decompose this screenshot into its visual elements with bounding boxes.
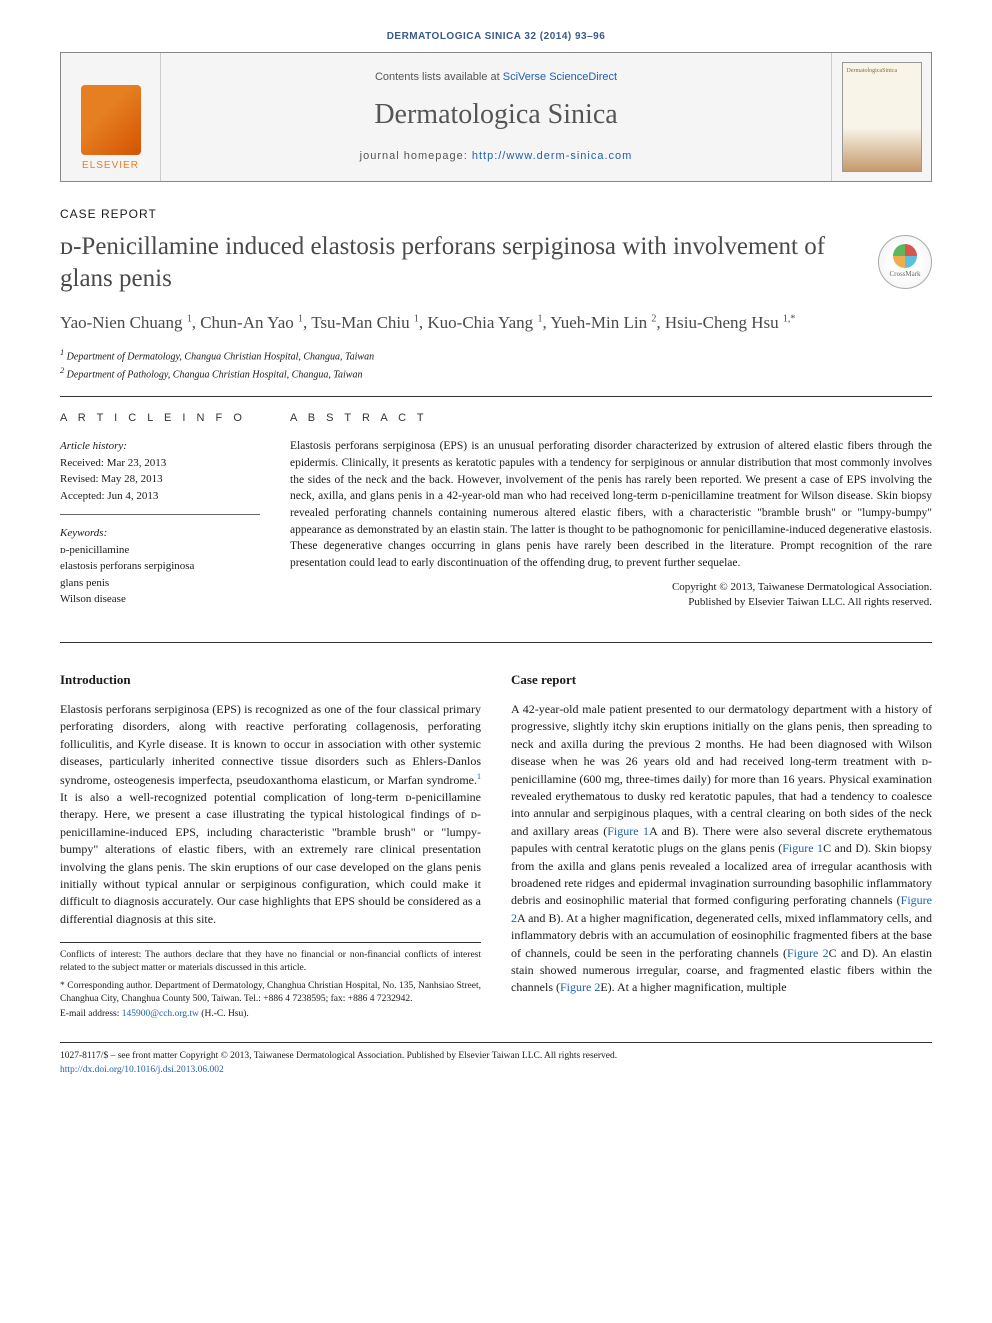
footnotes-block: Conflicts of interest: The authors decla… — [60, 942, 481, 1021]
introduction-heading: Introduction — [60, 671, 481, 689]
affiliation-1: 1 Department of Dermatology, Changua Chr… — [60, 347, 932, 364]
email-label: E-mail address: — [60, 1009, 122, 1019]
cover-thumb-block: DermatologicaSinica — [831, 53, 931, 181]
affiliation-1-text: Department of Dermatology, Changua Chris… — [67, 352, 374, 363]
contents-prefix: Contents lists available at — [375, 71, 503, 83]
page-footer: 1027-8117/$ – see front matter Copyright… — [60, 1042, 932, 1078]
received-date: Received: Mar 23, 2013 — [60, 455, 260, 472]
abstract-text: Elastosis perforans serpiginosa (EPS) is… — [290, 438, 932, 571]
abstract-copyright: Copyright © 2013, Taiwanese Dermatologic… — [290, 580, 932, 611]
sciencedirect-link[interactable]: SciVerse ScienceDirect — [503, 71, 617, 83]
journal-banner: ELSEVIER Contents lists available at Sci… — [60, 52, 932, 182]
affiliation-2: 2 Department of Pathology, Changua Chris… — [60, 365, 932, 382]
keywords-label: Keywords: — [60, 525, 260, 542]
article-title: ᴅ-Penicillamine induced elastosis perfor… — [60, 231, 858, 296]
crossmark-badge[interactable]: CrossMark — [878, 235, 932, 289]
doi-link[interactable]: http://dx.doi.org/10.1016/j.dsi.2013.06.… — [60, 1065, 224, 1075]
affiliation-2-text: Department of Pathology, Changua Christi… — [67, 369, 363, 380]
journal-title: Dermatologica Sinica — [374, 95, 617, 134]
keyword-2: elastosis perforans serpiginosa — [60, 558, 260, 575]
publisher-name: ELSEVIER — [82, 159, 139, 173]
cover-title-text: DermatologicaSinica — [847, 67, 898, 75]
homepage-link[interactable]: http://www.derm-sinica.com — [472, 150, 632, 162]
affiliations: 1 Department of Dermatology, Changua Chr… — [60, 347, 932, 382]
left-column: Introduction Elastosis perforans serpigi… — [60, 671, 481, 1022]
article-info-column: A R T I C L E I N F O Article history: R… — [60, 411, 260, 628]
revised-date: Revised: May 28, 2013 — [60, 471, 260, 488]
email-suffix: (H.-C. Hsu). — [199, 1009, 249, 1019]
corresponding-footnote: * Corresponding author. Department of De… — [60, 980, 481, 1007]
keyword-3: glans penis — [60, 575, 260, 592]
journal-cover-thumbnail: DermatologicaSinica — [842, 62, 922, 172]
homepage-prefix: journal homepage: — [360, 150, 472, 162]
corresponding-email-link[interactable]: 145900@cch.org.tw — [122, 1009, 199, 1019]
article-history-block: Article history: Received: Mar 23, 2013 … — [60, 438, 260, 515]
accepted-date: Accepted: Jun 4, 2013 — [60, 488, 260, 505]
issn-copyright-line: 1027-8117/$ – see front matter Copyright… — [60, 1049, 932, 1063]
homepage-line: journal homepage: http://www.derm-sinica… — [360, 149, 633, 164]
case-report-heading: Case report — [511, 671, 932, 689]
contents-available-line: Contents lists available at SciVerse Sci… — [375, 70, 617, 85]
right-column: Case report A 42-year-old male patient p… — [511, 671, 932, 1022]
authors-list: Yao-Nien Chuang 1, Chun-An Yao 1, Tsu-Ma… — [60, 310, 932, 336]
copyright-line-1: Copyright © 2013, Taiwanese Dermatologic… — [290, 580, 932, 595]
history-label: Article history: — [60, 438, 260, 455]
crossmark-label: CrossMark — [889, 270, 920, 280]
crossmark-icon — [893, 244, 917, 268]
case-report-text: A 42-year-old male patient presented to … — [511, 701, 932, 997]
introduction-text: Elastosis perforans serpiginosa (EPS) is… — [60, 701, 481, 928]
publisher-logo-block: ELSEVIER — [61, 53, 161, 181]
separator-top — [60, 396, 932, 397]
running-head: DERMATOLOGICA SINICA 32 (2014) 93–96 — [60, 30, 932, 44]
article-type: CASE REPORT — [60, 206, 932, 223]
conflicts-footnote: Conflicts of interest: The authors decla… — [60, 949, 481, 976]
keyword-1: ᴅ-penicillamine — [60, 542, 260, 559]
banner-center: Contents lists available at SciVerse Sci… — [161, 53, 831, 181]
keyword-4: Wilson disease — [60, 591, 260, 608]
abstract-column: A B S T R A C T Elastosis perforans serp… — [290, 411, 932, 628]
abstract-heading: A B S T R A C T — [290, 411, 932, 426]
email-footnote: E-mail address: 145900@cch.org.tw (H.-C.… — [60, 1008, 481, 1021]
keywords-block: Keywords: ᴅ-penicillamine elastosis perf… — [60, 525, 260, 618]
article-info-heading: A R T I C L E I N F O — [60, 411, 260, 426]
copyright-line-2: Published by Elsevier Taiwan LLC. All ri… — [290, 595, 932, 610]
separator-mid — [60, 642, 932, 643]
elsevier-tree-icon — [81, 85, 141, 155]
